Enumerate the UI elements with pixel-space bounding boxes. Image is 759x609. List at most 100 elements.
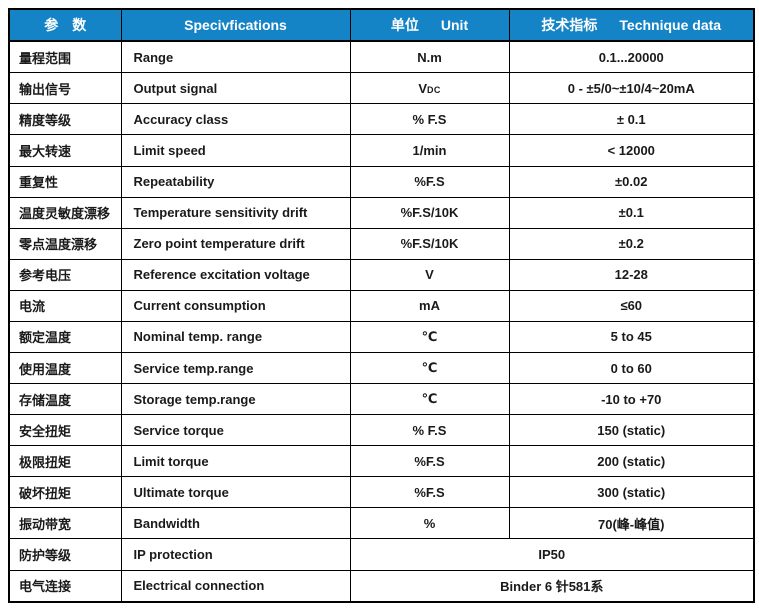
table-row: 破坏扭矩 Ultimate torque %F.S 300 (static): [8, 476, 755, 509]
header-param: 参 数: [8, 8, 122, 42]
value-cell: 12-28: [508, 258, 755, 291]
param-cell: 电流: [8, 289, 122, 322]
unit-cell: ℃: [349, 351, 510, 385]
spec-cell: Nominal temp. range: [120, 320, 351, 353]
spec-cell: Accuracy class: [120, 103, 351, 136]
spec-cell: Limit speed: [120, 134, 351, 167]
unit-cell: %F.S: [349, 445, 510, 478]
header-unit: 单位 Unit: [349, 8, 510, 42]
header-data-label-en: Technique data: [619, 17, 722, 33]
header-data: 技术指标 Technique data: [508, 8, 755, 42]
merged-value-cell: Binder 6 针581系: [349, 569, 755, 603]
spec-cell: Zero point temperature drift: [120, 227, 351, 260]
param-cell: 零点温度漂移: [8, 227, 122, 260]
table-row: 零点温度漂移 Zero point temperature drift %F.S/1…: [8, 227, 755, 260]
spec-cell: Output signal: [120, 72, 351, 105]
value-cell: 150 (static): [508, 414, 755, 447]
value-cell: 300 (static): [508, 476, 755, 509]
table-row: 额定温度 Nominal temp. range ℃ 5 to 45: [8, 320, 755, 353]
table-row: 电气连接 Electrical connection Binder 6 针581系: [8, 569, 755, 603]
spec-cell: Bandwidth: [120, 507, 351, 540]
header-param-label: 参 数: [44, 17, 87, 33]
table-row: 极限扭矩 Limit torque %F.S 200 (static): [8, 445, 755, 478]
param-cell: 振动带宽: [8, 507, 122, 540]
param-cell: 存储温度: [8, 383, 122, 416]
param-cell: 最大转速: [8, 134, 122, 167]
unit-cell: 1/min: [349, 134, 510, 167]
param-cell: 温度灵敏度漂移: [8, 196, 122, 229]
table-row: 精度等级 Accuracy class% F.S ± 0.1: [8, 103, 755, 136]
header-unit-label-en: Unit: [440, 17, 469, 33]
value-cell: 5 to 45: [508, 320, 755, 353]
spec-cell: IP protection: [120, 538, 351, 571]
table-row: 温度灵敏度漂移 Temperature sensitivity drift %F.S…: [8, 196, 755, 229]
param-cell: 额定温度: [8, 320, 122, 353]
unit-cell: % F.S: [349, 414, 510, 447]
value-cell: 200 (static): [508, 445, 755, 478]
table-row: 电流 Current consumption mA ≤60: [8, 289, 755, 322]
spec-cell: Range: [120, 40, 351, 74]
table-row: 振动带宽 Bandwidth% 70(峰-峰值): [8, 507, 755, 540]
value-cell: ±0.2: [508, 227, 755, 260]
unit-cell: %F.S/10K: [349, 196, 510, 229]
unit-cell: ℃: [349, 320, 510, 353]
param-cell: 重复性: [8, 165, 122, 198]
unit-cell: % F.S: [349, 103, 510, 136]
table-row: 重复性 Repeatability %F.S ±0.02: [8, 165, 755, 198]
spec-cell: Temperature sensitivity drift: [120, 196, 351, 229]
unit-cell: mA: [349, 289, 510, 322]
table-row: 最大转速 Limit speed 1/min < 12000: [8, 134, 755, 167]
value-cell: < 12000: [508, 134, 755, 167]
unit-cell: %F.S: [349, 165, 510, 198]
header-data-label-zh: 技术指标: [541, 17, 598, 33]
spec-cell: Storage temp.range: [120, 383, 351, 416]
spec-cell: Reference excitation voltage: [120, 258, 351, 291]
header-unit-label-zh: 单位: [390, 17, 419, 33]
header-row: 参 数 Specivfications 单位 Unit 技术指标 Technique…: [8, 8, 755, 42]
spec-table: 参 数 Specivfications 单位 Unit 技术指标 Technique…: [8, 8, 755, 603]
spec-cell: Repeatability: [120, 165, 351, 198]
value-cell: 0.1...20000: [508, 40, 755, 74]
table-row: 使用温度 Service temp.range ℃ 0 to 60: [8, 351, 755, 385]
unit-subscript: DC: [427, 84, 441, 95]
value-cell: ≤60: [508, 289, 755, 322]
spec-cell: Limit torque: [120, 445, 351, 478]
value-cell: 0 - ±5/0~±10/4~20mA: [508, 72, 755, 105]
param-cell: 精度等级: [8, 103, 122, 136]
spec-cell: Electrical connection: [120, 569, 351, 603]
spec-cell: Current consumption: [120, 289, 351, 322]
table-row: 存储温度 Storage temp.range ℃ -10 to +70: [8, 383, 755, 416]
unit-cell: VDC: [349, 72, 510, 105]
param-cell: 安全扭矩: [8, 414, 122, 447]
value-cell: ±0.1: [508, 196, 755, 229]
table-row: 量程范围 Range N.m 0.1...20000: [8, 40, 755, 74]
table-row: 安全扭矩 Service torque% F.S 150 (static): [8, 414, 755, 447]
spec-cell: Service temp.range: [120, 351, 351, 385]
param-cell: 参考电压: [8, 258, 122, 291]
spec-cell: Ultimate torque: [120, 476, 351, 509]
table-row: 防护等级 IP protection IP50: [8, 538, 755, 571]
value-cell: ±0.02: [508, 165, 755, 198]
header-spec: Specivfications: [120, 8, 351, 42]
value-cell: 0 to 60: [508, 351, 755, 385]
header-spec-label: Specivfications: [184, 17, 287, 33]
value-cell: 70(峰-峰值): [508, 507, 755, 540]
param-cell: 电气连接: [8, 569, 122, 603]
value-cell: ± 0.1: [508, 103, 755, 136]
spec-cell: Service torque: [120, 414, 351, 447]
unit-base: V: [418, 80, 428, 96]
unit-cell: %F.S/10K: [349, 227, 510, 260]
unit-cell: %F.S: [349, 476, 510, 509]
param-cell: 极限扭矩: [8, 445, 122, 478]
param-cell: 量程范围: [8, 40, 122, 74]
table-row: 输出信号 Output signal VDC 0 - ±5/0~±10/4~20mA: [8, 72, 755, 105]
unit-cell: ℃: [349, 383, 510, 416]
param-cell: 使用温度: [8, 351, 122, 385]
param-cell: 破坏扭矩: [8, 476, 122, 509]
param-cell: 防护等级: [8, 538, 122, 571]
param-cell: 输出信号: [8, 72, 122, 105]
unit-cell: V: [349, 258, 510, 291]
value-cell: -10 to +70: [508, 383, 755, 416]
unit-cell: %: [349, 507, 510, 540]
